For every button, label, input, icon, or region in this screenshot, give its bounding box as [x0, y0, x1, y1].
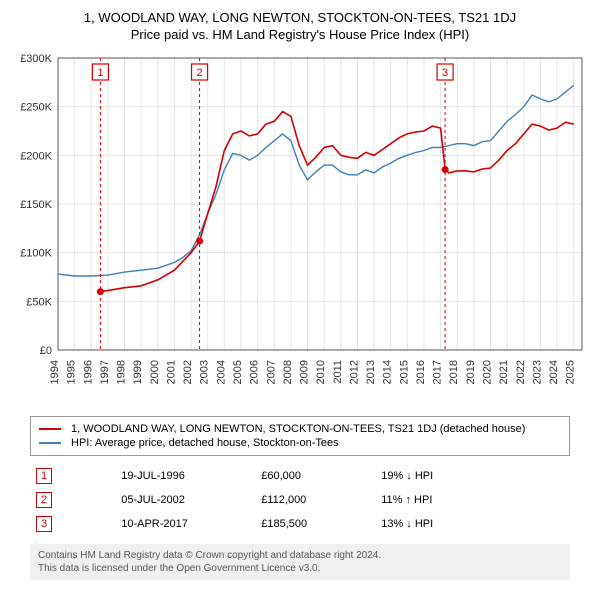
- svg-text:2018: 2018: [448, 360, 460, 384]
- attribution-line1: Contains HM Land Registry data © Crown c…: [38, 549, 562, 562]
- event-delta: 11% ↑ HPI: [375, 488, 570, 512]
- legend-label-property: 1, WOODLAND WAY, LONG NEWTON, STOCKTON-O…: [71, 423, 525, 435]
- svg-text:1995: 1995: [66, 360, 78, 384]
- legend-swatch-hpi: [39, 442, 61, 444]
- svg-text:2011: 2011: [332, 360, 344, 384]
- table-row: 2 05-JUL-2002£112,00011% ↑ HPI: [30, 488, 570, 512]
- svg-text:2012: 2012: [348, 360, 360, 384]
- svg-text:2019: 2019: [465, 360, 477, 384]
- svg-text:2015: 2015: [398, 360, 410, 384]
- svg-text:2010: 2010: [315, 360, 327, 384]
- svg-text:£150K: £150K: [20, 199, 52, 211]
- event-price: £185,500: [255, 512, 375, 536]
- chart-area: £0 £50K £100K £150K £200K £250K £300K 1994 1995 1…: [10, 50, 590, 410]
- event-marker-box: 1: [36, 468, 52, 484]
- event-date: 19-JUL-1996: [115, 464, 255, 488]
- table-row: 3 10-APR-2017£185,50013% ↓ HPI: [30, 512, 570, 536]
- svg-text:1994: 1994: [49, 360, 61, 384]
- event-date: 10-APR-2017: [115, 512, 255, 536]
- event-marker-box: 2: [36, 492, 52, 508]
- svg-text:£100K: £100K: [20, 248, 52, 260]
- legend-row-hpi: HPI: Average price, detached house, Stoc…: [39, 437, 561, 449]
- event-marker-cell: 2: [30, 488, 115, 512]
- svg-text:2002: 2002: [182, 360, 194, 384]
- attribution-line2: This data is licensed under the Open Gov…: [38, 562, 562, 575]
- svg-text:2: 2: [197, 67, 203, 79]
- event-date: 05-JUL-2002: [115, 488, 255, 512]
- svg-text:1999: 1999: [132, 360, 144, 384]
- table-row: 1 19-JUL-1996£60,00019% ↓ HPI: [30, 464, 570, 488]
- event-marker-label: 2: [41, 494, 47, 506]
- event-marker-label: 1: [41, 470, 47, 482]
- svg-text:2005: 2005: [232, 360, 244, 384]
- svg-text:2001: 2001: [165, 360, 177, 384]
- svg-text:2004: 2004: [215, 360, 227, 384]
- svg-text:2025: 2025: [565, 360, 577, 384]
- svg-text:£300K: £300K: [20, 53, 52, 65]
- event-marker-label: 3: [41, 518, 47, 530]
- svg-text:2006: 2006: [249, 360, 261, 384]
- svg-text:2023: 2023: [531, 360, 543, 384]
- svg-text:2022: 2022: [515, 360, 527, 384]
- svg-text:2020: 2020: [482, 360, 494, 384]
- legend-row-property: 1, WOODLAND WAY, LONG NEWTON, STOCKTON-O…: [39, 423, 561, 435]
- svg-text:2024: 2024: [548, 360, 560, 384]
- svg-text:£250K: £250K: [20, 102, 52, 114]
- event-marker-cell: 3: [30, 512, 115, 536]
- svg-text:£50K: £50K: [26, 296, 52, 308]
- chart-title: 1, WOODLAND WAY, LONG NEWTON, STOCKTON-O…: [10, 10, 590, 25]
- events-table: 1 19-JUL-1996£60,00019% ↓ HPI 2 05-JUL-2002…: [30, 464, 570, 536]
- svg-text:1998: 1998: [116, 360, 128, 384]
- svg-text:2014: 2014: [382, 360, 394, 384]
- svg-text:1996: 1996: [82, 360, 94, 384]
- event-delta: 19% ↓ HPI: [375, 464, 570, 488]
- svg-text:2008: 2008: [282, 360, 294, 384]
- event-marker-box: 3: [36, 516, 52, 532]
- svg-text:£200K: £200K: [20, 150, 52, 162]
- svg-text:2021: 2021: [498, 360, 510, 384]
- event-delta: 13% ↓ HPI: [375, 512, 570, 536]
- svg-text:2016: 2016: [415, 360, 427, 384]
- chart-subtitle: Price paid vs. HM Land Registry's House …: [10, 27, 590, 42]
- legend-box: 1, WOODLAND WAY, LONG NEWTON, STOCKTON-O…: [30, 416, 570, 456]
- event-marker-cell: 1: [30, 464, 115, 488]
- event-price: £112,000: [255, 488, 375, 512]
- legend-label-hpi: HPI: Average price, detached house, Stoc…: [71, 437, 339, 449]
- svg-text:2003: 2003: [199, 360, 211, 384]
- chart-container: 1, WOODLAND WAY, LONG NEWTON, STOCKTON-O…: [0, 0, 600, 586]
- svg-text:1: 1: [97, 67, 103, 79]
- price-chart: £0 £50K £100K £150K £200K £250K £300K 1994 1995 1…: [10, 50, 590, 410]
- attribution-box: Contains HM Land Registry data © Crown c…: [30, 544, 570, 580]
- svg-text:1997: 1997: [99, 360, 111, 384]
- svg-text:2009: 2009: [299, 360, 311, 384]
- event-price: £60,000: [255, 464, 375, 488]
- svg-text:2000: 2000: [149, 360, 161, 384]
- svg-text:£0: £0: [40, 345, 52, 357]
- legend-swatch-property: [39, 428, 61, 430]
- svg-text:2013: 2013: [365, 360, 377, 384]
- svg-text:2007: 2007: [265, 360, 277, 384]
- svg-text:2017: 2017: [432, 360, 444, 384]
- svg-text:3: 3: [442, 67, 448, 79]
